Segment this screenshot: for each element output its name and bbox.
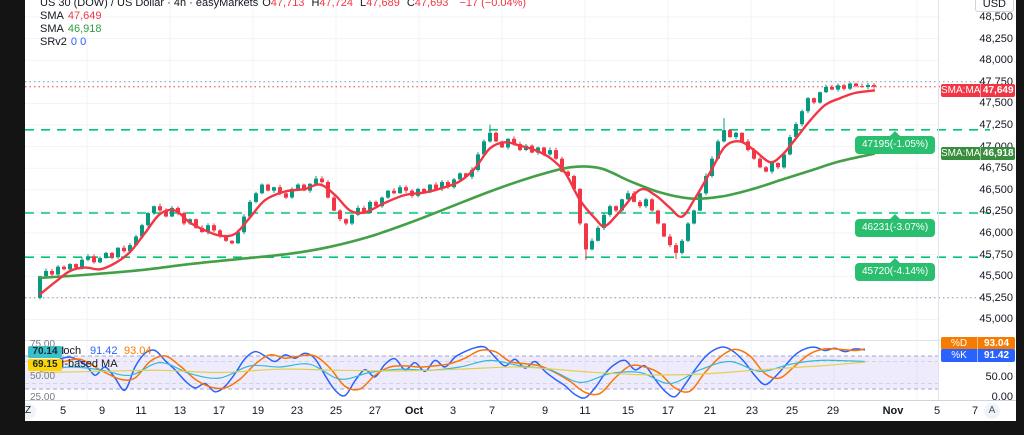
ohlc-key: O xyxy=(262,0,271,9)
grid xyxy=(25,0,938,400)
time-tick-label: 9 xyxy=(541,405,549,417)
indicator-left-tick: 75.00 xyxy=(30,339,56,350)
price-tick-label: 45,000 xyxy=(979,313,1013,325)
label-tag: SMA:MA xyxy=(941,84,982,97)
indicator-value: 0 0 xyxy=(70,36,87,48)
time-tick-label: 23 xyxy=(290,405,304,417)
oscillator-line xyxy=(39,347,866,396)
time-tick-label: 29 xyxy=(826,405,840,417)
time-tick-label: 17 xyxy=(661,405,675,417)
callout-notch-icon xyxy=(890,214,901,219)
auto-scale-button[interactable]: A xyxy=(984,403,1000,419)
stoch-k-value-label: %K 91.42 xyxy=(941,349,1015,362)
price-tick-label: 46,500 xyxy=(979,184,1013,196)
time-tick-label: 5 xyxy=(59,405,67,417)
time-tick-label: 25 xyxy=(785,405,799,417)
price-tick-label: 45,500 xyxy=(979,270,1013,282)
time-tick-label: 7 xyxy=(971,405,979,417)
price-tick-label: 48,000 xyxy=(979,54,1013,66)
indicator-tick-label: 50.00 xyxy=(985,371,1013,383)
oscillator-line xyxy=(39,359,866,385)
oscillator-line xyxy=(39,361,866,376)
time-tick-label: 19 xyxy=(251,405,265,417)
srv2-level-callout: 46231(-3.07%) xyxy=(855,214,936,237)
label-tag: %D xyxy=(941,337,978,350)
ohlc-key: C xyxy=(406,0,415,9)
indicator-name: SRv2 xyxy=(40,36,67,48)
ohlc-value: 47,693 xyxy=(414,0,449,9)
rsi-value-label: 70.14 xyxy=(28,346,62,358)
ohlc-key: H xyxy=(311,0,320,9)
oscillator-line xyxy=(39,345,866,399)
stoch-d-legend-value: 93.04 xyxy=(124,345,152,357)
ohlc-value: 47,713 xyxy=(270,0,305,9)
indicator-left-tick: 50.00 xyxy=(30,371,56,382)
time-tick-label: 5 xyxy=(933,405,941,417)
ohlc-value: 47,724 xyxy=(319,0,354,9)
indicator-value: 46,918 xyxy=(67,23,102,35)
price-tick-label: 46,250 xyxy=(979,205,1013,217)
sma-slow-price-label: SMA:MA 46,918 xyxy=(941,147,1015,160)
price-tick-label: 45,750 xyxy=(979,249,1013,261)
ohlc-key: L xyxy=(360,0,367,9)
time-tick-label: 11 xyxy=(135,405,147,417)
legend-row-sma-slow[interactable]: SMA 46,918 xyxy=(40,23,106,36)
time-tick-label: Nov xyxy=(882,405,904,417)
indicator-value: 47,649 xyxy=(67,10,102,22)
price-tick-label: 48,500 xyxy=(979,11,1013,23)
time-tick-label: Oct xyxy=(404,405,424,417)
frame-bottom xyxy=(0,421,1024,435)
price-tick-label: 45,250 xyxy=(979,292,1013,304)
time-tick-label: 21 xyxy=(703,405,717,417)
label-value: 46,918 xyxy=(982,148,1014,159)
frame-left xyxy=(0,0,25,421)
time-tick-label: 23 xyxy=(745,405,759,417)
legend-row-sma-fast[interactable]: SMA 47,649 xyxy=(40,10,106,23)
time-tick-label: 15 xyxy=(621,405,635,417)
price-tick-label: 46,000 xyxy=(979,227,1013,239)
sma-line xyxy=(38,152,876,280)
label-value: 47,649 xyxy=(982,85,1014,96)
rsi-ma-legend[interactable]: RSI-based MA xyxy=(46,358,118,370)
price-tick-label: 46,750 xyxy=(979,162,1013,174)
time-tick-label: 11 xyxy=(579,405,591,417)
srv2-level-callout: 45720(-4.14%) xyxy=(855,258,936,281)
currency-label[interactable]: USD xyxy=(974,0,1014,12)
time-tick-label: 25 xyxy=(329,405,343,417)
indicator-tick-label: 0.00 xyxy=(991,391,1013,403)
callout-notch-icon xyxy=(890,258,901,263)
change-value: −17 (−0.04%) xyxy=(459,0,527,9)
time-tick-label: 3 xyxy=(449,405,457,417)
legend-row-srv2[interactable]: SRv2 0 0 xyxy=(40,36,90,49)
label-value: 93.04 xyxy=(983,338,1010,349)
label-tag: SMA:MA xyxy=(941,147,982,160)
time-tick-label: 17 xyxy=(212,405,226,417)
time-tick-label: 9 xyxy=(98,405,106,417)
ohlc-values: O47,713 H47,724 L47,689 C47,693 xyxy=(262,0,455,9)
frame-right xyxy=(1016,0,1024,421)
stoch-k-legend-value: 91.42 xyxy=(90,345,118,357)
indicator-name: SMA xyxy=(40,10,64,22)
time-tick-label: 27 xyxy=(368,405,382,417)
time-tick-label: 13 xyxy=(173,405,187,417)
sma-fast-price-label: SMA:MA 47,649 xyxy=(941,84,1015,97)
symbol-legend-row[interactable]: US 30 (DOW) / US Dollar · 4h · easyMarke… xyxy=(40,0,530,10)
indicator-left-tick: 25.00 xyxy=(30,392,56,403)
symbol-title[interactable]: US 30 (DOW) / US Dollar · 4h · easyMarke… xyxy=(40,0,259,9)
label-tag: %K xyxy=(941,349,978,362)
time-tick-label: 7 xyxy=(488,405,496,417)
price-tick-label: 48,250 xyxy=(979,33,1013,45)
price-tick-label: 47,250 xyxy=(979,119,1013,131)
sma-line xyxy=(38,89,876,296)
ohlc-value: 47,689 xyxy=(366,0,400,9)
rsi-ma-value-label: 69.15 xyxy=(28,359,62,371)
stoch-d-value-label: %D 93.04 xyxy=(941,337,1015,350)
indicator-name: SMA xyxy=(40,23,64,35)
srv2-level-callout: 47195(-1.05%) xyxy=(855,131,936,154)
callout-notch-icon xyxy=(890,131,901,136)
price-tick-label: 47,500 xyxy=(979,97,1013,109)
label-value: 91.42 xyxy=(983,350,1010,361)
